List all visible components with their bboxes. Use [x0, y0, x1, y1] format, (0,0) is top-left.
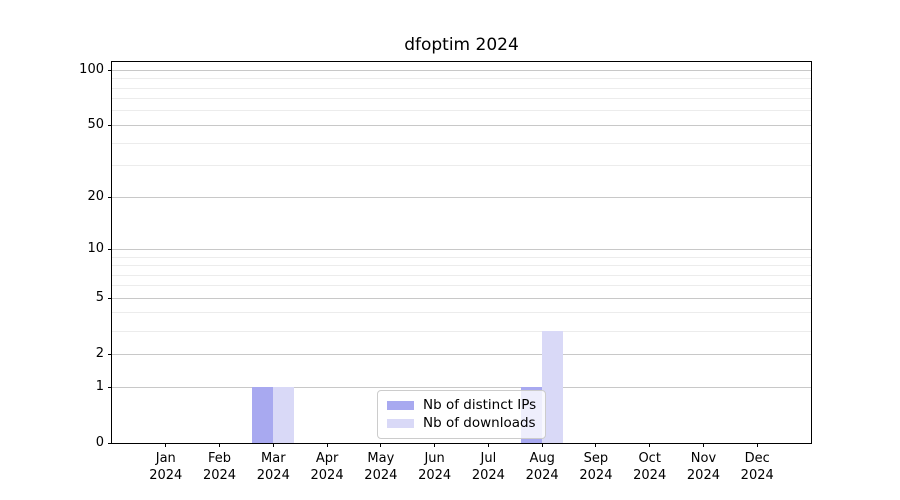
y-gridline-minor — [112, 87, 811, 89]
x-tick-mark — [380, 443, 382, 447]
y-tick-label: 20 — [87, 189, 104, 205]
bar-downloads — [273, 387, 295, 443]
y-tick-mark — [108, 297, 112, 299]
y-gridline-major — [112, 386, 811, 388]
x-tick-label: Nov 2024 — [686, 451, 720, 483]
x-tick-label: Oct 2024 — [633, 451, 667, 483]
y-gridline-minor — [112, 98, 811, 100]
y-tick-mark — [108, 442, 112, 444]
x-tick-mark — [326, 443, 328, 447]
y-tick-label: 10 — [87, 241, 104, 257]
x-tick-mark — [595, 443, 597, 447]
legend: Nb of distinct IPs Nb of downloads — [377, 390, 547, 439]
legend-row: Nb of downloads — [387, 414, 536, 432]
y-gridline-major — [112, 69, 811, 71]
legend-swatch — [387, 418, 414, 428]
y-gridline-minor — [112, 142, 811, 144]
y-gridline-minor — [112, 256, 811, 258]
x-tick-label: Aug 2024 — [525, 451, 559, 483]
y-gridline-minor — [112, 330, 811, 332]
y-tick-mark — [108, 69, 112, 71]
y-tick-label: 100 — [79, 62, 104, 78]
x-tick-mark — [756, 443, 758, 447]
x-tick-mark — [541, 443, 543, 447]
y-gridline-minor — [112, 274, 811, 276]
x-tick-label: Jan 2024 — [149, 451, 183, 483]
x-tick-label: Feb 2024 — [202, 451, 237, 483]
y-tick-label: 1 — [95, 379, 104, 394]
y-gridline-major — [112, 196, 811, 198]
plot-area: Nb of distinct IPs Nb of downloads — [111, 61, 812, 444]
y-gridline-minor — [112, 265, 811, 267]
y-tick-label: 2 — [95, 346, 104, 362]
x-tick-label: Jun 2024 — [418, 451, 452, 483]
bar-downloads — [542, 331, 564, 443]
x-tick-mark — [165, 443, 167, 447]
y-gridline-minor — [112, 78, 811, 80]
y-tick-mark — [108, 386, 112, 388]
y-tick-mark — [108, 124, 112, 126]
y-gridline-minor — [112, 285, 811, 287]
chart-title: dfoptim 2024 — [404, 35, 519, 55]
x-tick-mark — [649, 443, 651, 447]
y-tick-mark — [108, 196, 112, 198]
y-gridline-major — [112, 297, 811, 299]
y-tick-label: 5 — [95, 290, 104, 306]
x-tick-mark — [219, 443, 221, 447]
y-gridline-major — [112, 353, 811, 355]
y-tick-mark — [108, 353, 112, 355]
y-tick-label: 50 — [87, 117, 104, 133]
y-gridline-minor — [112, 165, 811, 167]
legend-swatch — [387, 400, 414, 410]
y-gridline-minor — [112, 312, 811, 314]
x-tick-mark — [272, 443, 274, 447]
legend-label: Nb of distinct IPs — [423, 397, 537, 413]
x-tick-label: Sep 2024 — [579, 451, 613, 483]
x-tick-mark — [434, 443, 436, 447]
y-gridline-minor — [112, 110, 811, 112]
x-tick-mark — [487, 443, 489, 447]
x-tick-label: May 2024 — [364, 451, 398, 483]
legend-label: Nb of downloads — [423, 415, 536, 431]
x-tick-mark — [702, 443, 704, 447]
y-tick-mark — [108, 248, 112, 250]
legend-row: Nb of distinct IPs — [387, 396, 536, 414]
x-tick-label: Mar 2024 — [256, 451, 290, 483]
y-gridline-major — [112, 124, 811, 126]
bar-distinct-ips — [252, 387, 274, 443]
x-tick-label: Dec 2024 — [740, 451, 774, 483]
y-gridline-major — [112, 248, 811, 250]
x-tick-label: Jul 2024 — [471, 451, 505, 483]
y-tick-label: 0 — [95, 435, 104, 450]
x-tick-label: Apr 2024 — [310, 451, 344, 483]
